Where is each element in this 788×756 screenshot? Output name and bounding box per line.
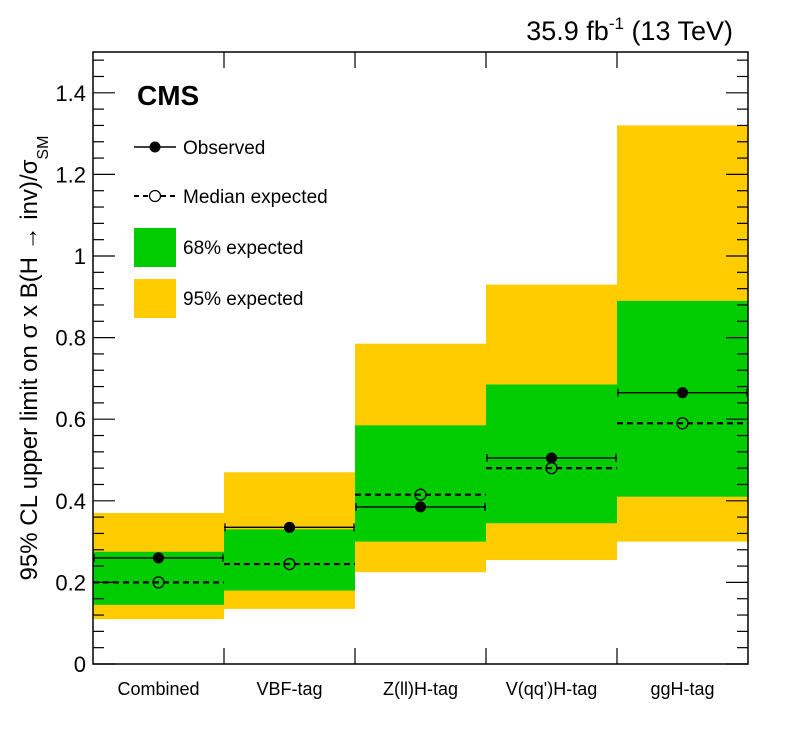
expected-point-0 — [152, 576, 165, 589]
observed-point-1 — [284, 521, 295, 533]
x-tick-label-0: Combined — [117, 679, 199, 699]
legend: Observed Median expected 68% expected 95… — [134, 138, 328, 318]
y-tick-label-5: 1 — [74, 244, 86, 269]
expected-point-1 — [283, 557, 296, 571]
chart-title: CMS — [137, 80, 199, 111]
legend-expected-label: Median expected — [183, 187, 328, 208]
legend-expected-marker — [148, 189, 162, 203]
x-tick-label-3: V(qq')H-tag — [506, 679, 597, 699]
lumi-label: 35.9 fb-1 (13 TeV) — [526, 14, 733, 46]
band-68-2 — [355, 425, 486, 542]
observed-point-3 — [546, 452, 557, 464]
band-68-1 — [224, 529, 355, 591]
y-tick-label-7: 1.4 — [55, 81, 86, 106]
observed-group — [93, 387, 748, 564]
observed-point-0 — [153, 552, 164, 564]
x-tick-label-1: VBF-tag — [256, 679, 322, 699]
legend-band68-label: 68% expected — [183, 238, 303, 259]
y-tick-label-4: 0.8 — [55, 326, 86, 351]
y-tick-label-0: 0 — [74, 652, 86, 677]
y-tick-label-2: 0.4 — [55, 489, 86, 514]
x-tick-label-2: Z(ll)H-tag — [383, 679, 458, 699]
band-68-4 — [617, 300, 748, 497]
legend-observed-label: Observed — [183, 138, 265, 159]
y-tick-label-1: 0.2 — [55, 570, 86, 595]
observed-point-2 — [415, 501, 426, 513]
observed-point-4 — [677, 387, 688, 399]
expected-point-2 — [414, 488, 427, 501]
y-axis: 0 0.2 0.4 0.6 0.8 1 1.2 1.4 — [55, 59, 748, 677]
y-tick-label-6: 1.2 — [55, 162, 86, 187]
band-68-group — [93, 300, 748, 605]
y-axis-label: 95% CL upper limit on σ x B(H → inv)/σSM — [16, 136, 52, 581]
legend-band95-swatch — [134, 279, 176, 318]
plot-frame — [92, 51, 749, 665]
legend-band68-swatch — [134, 228, 176, 267]
expected-point-4 — [676, 417, 689, 430]
legend-observed-marker — [149, 141, 161, 153]
legend-band95-label: 95% expected — [183, 289, 303, 310]
x-tick-label-4: ggH-tag — [650, 679, 714, 699]
x-axis: Combined VBF-tag Z(ll)H-tag V(qq')H-tag ggH-… — [117, 52, 715, 699]
y-tick-label-3: 0.6 — [55, 407, 86, 432]
